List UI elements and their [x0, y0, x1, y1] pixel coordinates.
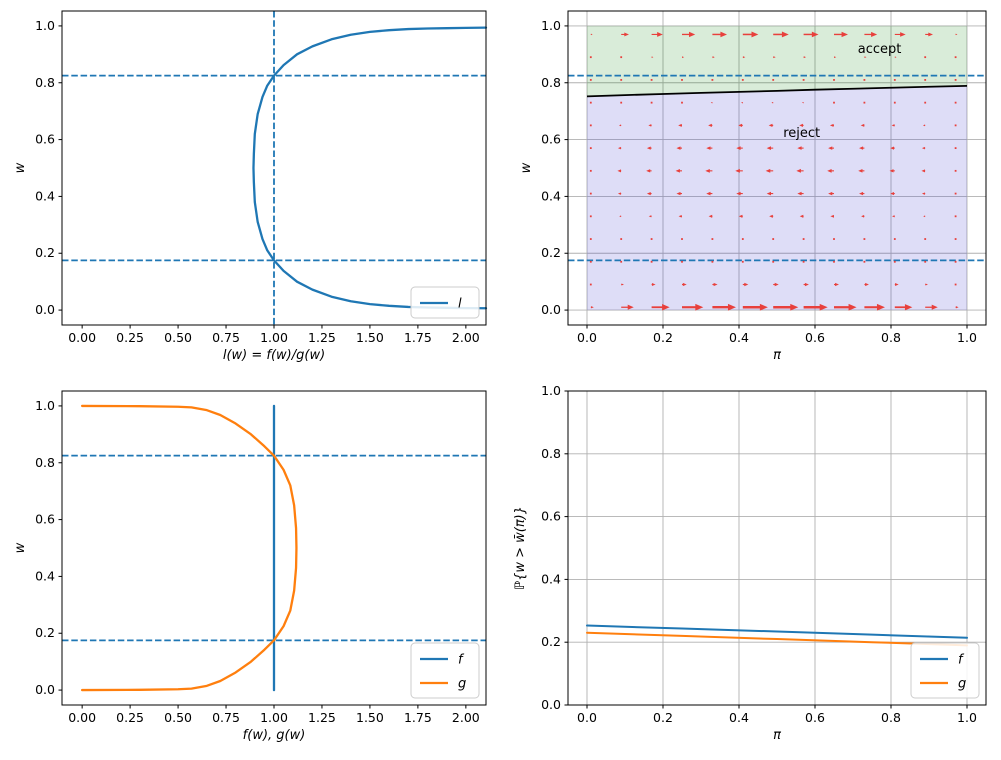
threshold-guides — [62, 454, 486, 642]
svg-text:0.00: 0.00 — [68, 330, 96, 345]
svg-text:1.50: 1.50 — [356, 330, 384, 345]
threshold-guides — [568, 74, 986, 262]
axes-frame — [567, 10, 987, 326]
svg-text:1.75: 1.75 — [404, 710, 432, 725]
legend-label-g: g — [958, 677, 966, 692]
y-axis: 0.0 0.2 0.4 0.6 0.8 1.0 — [541, 18, 568, 317]
legend-label-f: f — [458, 653, 465, 668]
accept-region — [587, 25, 967, 97]
svg-text:1.0: 1.0 — [957, 710, 977, 725]
y-axis: 0.0 0.2 0.4 0.6 0.8 1.0 — [35, 398, 62, 697]
y-axis-label: w — [13, 162, 28, 173]
panel-densities: 0.00 0.25 0.50 0.75 1.00 1.25 1.50 1.75 2.000.00… — [13, 390, 487, 743]
svg-text:0.00: 0.00 — [68, 710, 96, 725]
svg-text:0.4: 0.4 — [541, 188, 561, 203]
svg-text:0.0: 0.0 — [35, 302, 55, 317]
svg-text:0.0: 0.0 — [541, 697, 561, 712]
series-g — [586, 631, 968, 647]
svg-text:1.50: 1.50 — [356, 710, 384, 725]
x-axis: 0.00 0.25 0.50 0.75 1.00 1.25 1.50 1.75 2.00 — [68, 325, 480, 345]
x-axis: 0.0 0.2 0.4 0.6 0.8 1.0 — [577, 325, 977, 345]
svg-text:1.0: 1.0 — [35, 18, 55, 33]
svg-text:0.6: 0.6 — [805, 330, 825, 345]
svg-text:2.00: 2.00 — [452, 710, 480, 725]
svg-text:0.6: 0.6 — [35, 512, 55, 527]
svg-text:0.25: 0.25 — [116, 330, 144, 345]
svg-text:0.4: 0.4 — [541, 571, 561, 586]
vector-field — [589, 31, 959, 311]
svg-text:0.0: 0.0 — [577, 710, 597, 725]
svg-text:1.0: 1.0 — [541, 383, 561, 398]
svg-text:0.8: 0.8 — [541, 75, 561, 90]
y-axis: 0.0 0.2 0.4 0.6 0.8 1.0 — [541, 383, 568, 712]
svg-text:1.75: 1.75 — [404, 330, 432, 345]
annotation-accept: accept — [858, 42, 902, 57]
y-axis-label: w — [519, 162, 534, 173]
svg-text:0.6: 0.6 — [541, 509, 561, 524]
x-axis-label: π — [773, 348, 781, 363]
svg-text:0.8: 0.8 — [35, 455, 55, 470]
svg-text:0.6: 0.6 — [805, 710, 825, 725]
annotation-reject: reject — [783, 126, 820, 141]
legend: fg — [910, 642, 980, 699]
svg-text:0.75: 0.75 — [212, 330, 240, 345]
legend-label-l: l — [458, 297, 462, 312]
svg-text:0.25: 0.25 — [116, 710, 144, 725]
series-f — [586, 624, 968, 639]
legend: fg — [410, 642, 480, 699]
legend-label-f: f — [958, 653, 965, 668]
svg-text:0.4: 0.4 — [729, 330, 749, 345]
legend-label-g: g — [458, 677, 466, 692]
svg-text:0.4: 0.4 — [35, 568, 55, 583]
svg-text:1.0: 1.0 — [35, 398, 55, 413]
svg-text:1.25: 1.25 — [308, 710, 336, 725]
svg-text:0.0: 0.0 — [35, 682, 55, 697]
svg-text:1.00: 1.00 — [260, 710, 288, 725]
grid — [568, 11, 986, 325]
x-axis-label: f(w), g(w) — [243, 728, 306, 743]
svg-text:2.00: 2.00 — [452, 330, 480, 345]
svg-text:0.0: 0.0 — [577, 330, 597, 345]
svg-text:1.0: 1.0 — [541, 18, 561, 33]
svg-text:0.2: 0.2 — [541, 634, 561, 649]
svg-text:0.2: 0.2 — [35, 245, 55, 260]
panel-tail-probability: 0.0 0.2 0.4 0.6 0.8 1.0 0.0 0.2 0.4 0.6 0.8 1.0 π ℙ{w… — [513, 383, 987, 743]
svg-text:0.2: 0.2 — [653, 330, 673, 345]
svg-text:0.6: 0.6 — [35, 132, 55, 147]
svg-text:0.0: 0.0 — [541, 302, 561, 317]
svg-text:0.8: 0.8 — [541, 446, 561, 461]
axes-frame — [567, 390, 987, 706]
svg-text:0.4: 0.4 — [729, 710, 749, 725]
svg-text:0.8: 0.8 — [35, 75, 55, 90]
series-l — [252, 26, 488, 310]
svg-text:0.50: 0.50 — [164, 330, 192, 345]
reject-region — [587, 85, 967, 311]
svg-text:0.4: 0.4 — [35, 188, 55, 203]
panel-likelihood-ratio: 0.00 0.25 0.50 0.75 1.00 1.25 1.50 1.75 2.000.00… — [13, 10, 488, 363]
svg-text:0.8: 0.8 — [881, 710, 901, 725]
y-axis: 0.0 0.2 0.4 0.6 0.8 1.0 — [35, 18, 62, 317]
svg-text:0.2: 0.2 — [35, 625, 55, 640]
y-axis-label: ℙ{w > w̄(π)} — [513, 506, 528, 590]
svg-text:0.6: 0.6 — [541, 132, 561, 147]
x-axis-label: l(w) = f(w)/g(w) — [223, 348, 325, 363]
svg-text:0.2: 0.2 — [541, 245, 561, 260]
w-bar-curve — [586, 84, 968, 98]
x-axis: 0.0 0.2 0.4 0.6 0.8 1.0 — [577, 705, 977, 725]
svg-text:0.2: 0.2 — [653, 710, 673, 725]
threshold-guides — [62, 11, 486, 325]
x-axis: 0.00 0.25 0.50 0.75 1.00 1.25 1.50 1.75 2.00 — [68, 705, 480, 725]
svg-text:1.25: 1.25 — [308, 330, 336, 345]
legend: l — [410, 286, 480, 319]
svg-text:0.8: 0.8 — [881, 330, 901, 345]
svg-text:1.00: 1.00 — [260, 330, 288, 345]
svg-text:0.50: 0.50 — [164, 710, 192, 725]
svg-text:1.0: 1.0 — [957, 330, 977, 345]
y-axis-label: w — [13, 542, 28, 553]
series-g — [80, 404, 298, 692]
x-axis-label: π — [773, 728, 781, 743]
svg-text:0.75: 0.75 — [212, 710, 240, 725]
